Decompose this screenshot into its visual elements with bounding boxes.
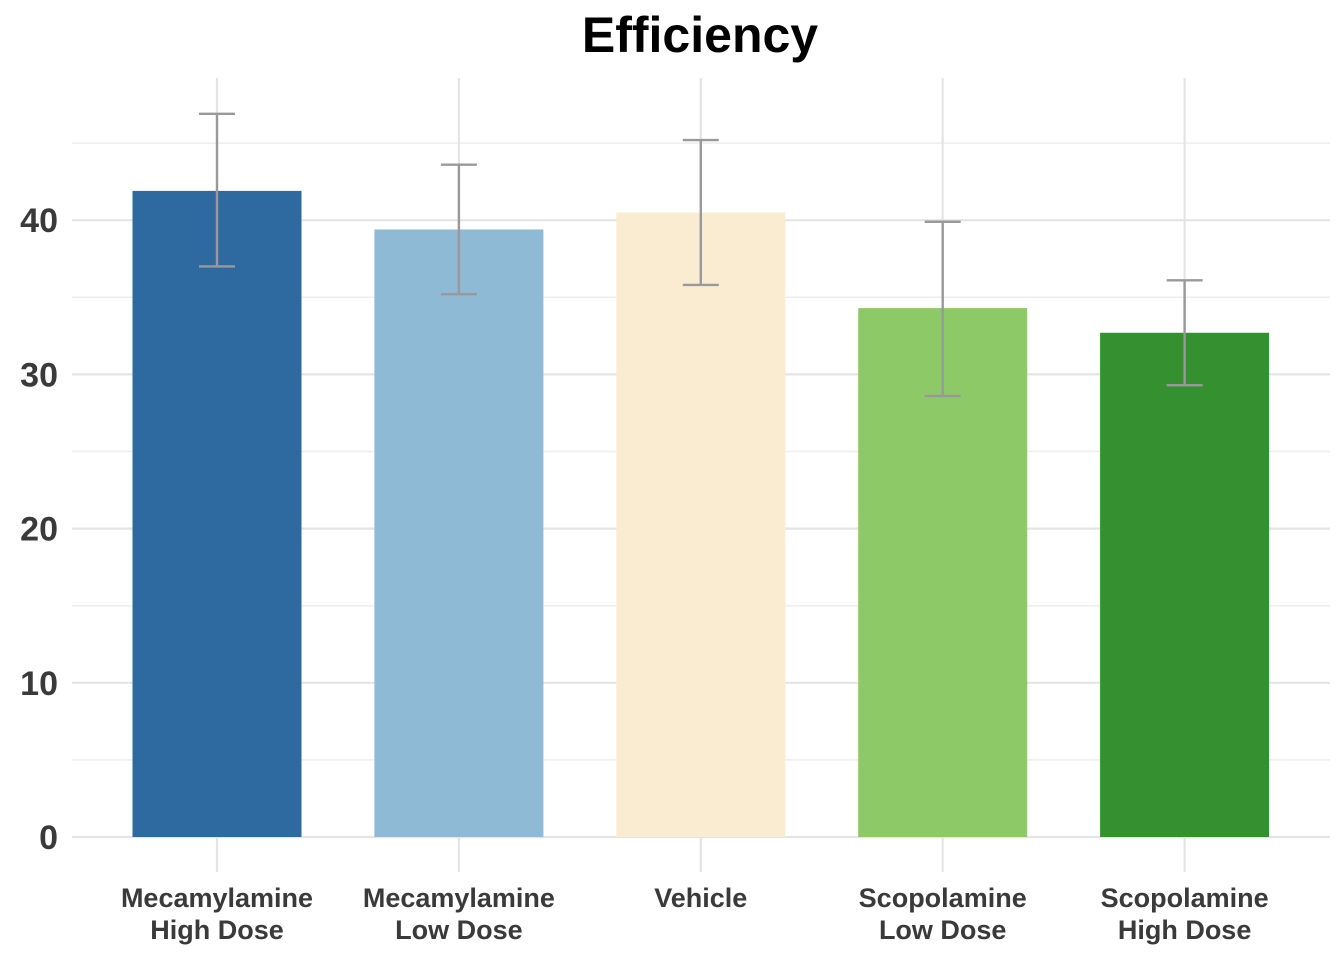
- x-tick-label: Mecamylamine Low Dose: [363, 883, 555, 945]
- y-tick-label: 10: [20, 665, 58, 703]
- y-tick-label: 40: [20, 202, 58, 240]
- chart-title: Efficiency: [582, 7, 818, 63]
- bars: [132, 190, 1270, 838]
- x-tick-label: Vehicle: [654, 883, 747, 913]
- y-tick-label: 0: [39, 819, 58, 857]
- x-tick-label: Scopolamine Low Dose: [859, 883, 1027, 945]
- y-axis: 0 10 20 30 40: [20, 202, 58, 857]
- y-tick-label: 30: [20, 356, 58, 394]
- bar: [1100, 332, 1270, 837]
- error-bar: [682, 138, 719, 287]
- y-tick-label: 20: [20, 511, 58, 549]
- error-bar: [440, 163, 477, 296]
- bar: [374, 229, 544, 837]
- bar: [132, 190, 302, 838]
- x-tick-label: Scopolamine High Dose: [1101, 883, 1269, 945]
- x-tick-label-line: Vehicle: [654, 883, 747, 913]
- bar: [616, 212, 786, 838]
- x-tick-label-line: High Dose: [150, 915, 284, 945]
- x-tick-label-line: Mecamylamine: [363, 883, 555, 913]
- x-tick-label-line: Scopolamine: [1101, 883, 1269, 913]
- error-bars: [199, 112, 1203, 398]
- x-tick-label: Mecamylamine High Dose: [121, 883, 313, 945]
- x-tick-label-line: Low Dose: [879, 915, 1007, 945]
- x-tick-label-line: Scopolamine: [859, 883, 1027, 913]
- error-bar: [924, 220, 961, 398]
- x-tick-label-line: Low Dose: [395, 915, 523, 945]
- x-tick-label-line: High Dose: [1118, 915, 1252, 945]
- error-bar: [199, 112, 235, 268]
- error-bar: [1166, 279, 1203, 387]
- x-tick-label-line: Mecamylamine: [121, 883, 313, 913]
